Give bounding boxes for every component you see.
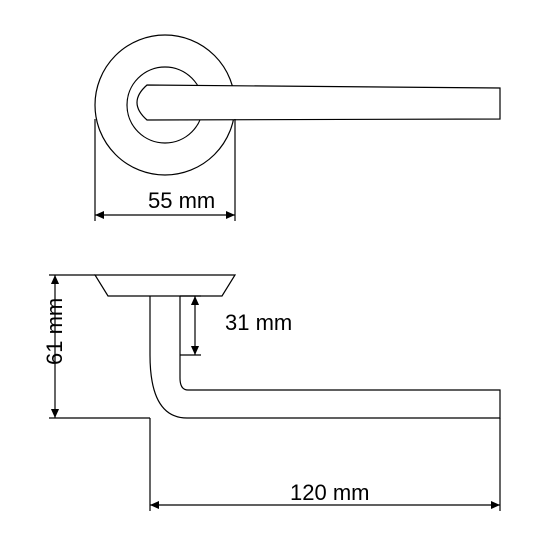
dim-rose-diameter: 55 mm bbox=[148, 188, 215, 213]
dim-neck-height: 31 mm bbox=[225, 310, 292, 335]
dim-total-height: 61 mm bbox=[42, 298, 67, 365]
engineering-drawing: 55 mm 120 mm 61 mm 31 mm bbox=[0, 0, 551, 551]
dim-handle-length: 120 mm bbox=[290, 480, 369, 505]
